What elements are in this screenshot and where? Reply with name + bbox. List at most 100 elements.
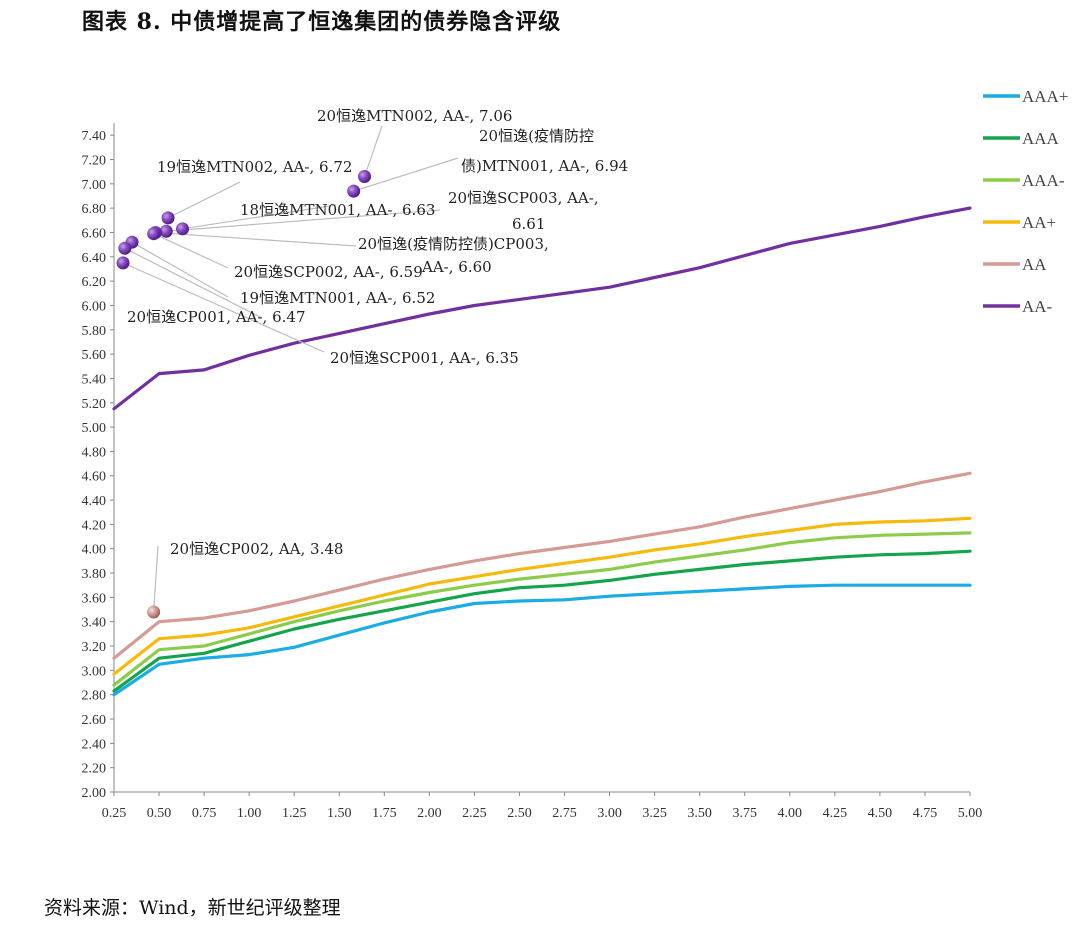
y-tick-label: 2.80 — [82, 689, 107, 704]
annotation-label: 19恒逸MTN001, AA-, 6.52 — [240, 289, 435, 307]
x-tick-label: 2.00 — [417, 806, 442, 821]
x-tick-label: 4.50 — [868, 806, 893, 821]
leader-line — [122, 262, 325, 353]
series-line-AAA+ — [112, 583, 972, 697]
x-tick-label: 3.25 — [642, 806, 667, 821]
axes: 2.00 2.20 2.40 2.60 2.80 3.00 3.20 3.40 3.60 3.80… — [82, 123, 983, 821]
leader-line — [153, 233, 229, 269]
leader-line — [124, 247, 263, 319]
leader-line — [167, 181, 241, 219]
y-tick-label: 2.40 — [82, 737, 107, 752]
y-tick-label: 6.80 — [82, 202, 107, 217]
y-tick-label: 2.00 — [82, 786, 107, 801]
y-tick-label: 4.20 — [82, 518, 107, 533]
annotation-label: 20恒逸CP001, AA-, 6.47 — [127, 308, 306, 326]
annotation-point — [347, 184, 361, 198]
annotation-label: 20恒逸(疫情防控债)CP003, — [358, 235, 549, 253]
legend-label: AAA- — [1022, 171, 1065, 190]
legend-label: AAA+ — [1022, 87, 1068, 106]
annotation-label: AA-, 6.60 — [421, 258, 492, 276]
y-tick-label: 5.60 — [82, 348, 107, 363]
leader-line — [155, 231, 357, 247]
y-tick-label: 3.20 — [82, 640, 107, 655]
leader-line — [153, 545, 159, 613]
x-tick-label: 2.75 — [552, 806, 577, 821]
legend-label: AAA — [1022, 129, 1060, 148]
x-tick-label: 0.75 — [192, 806, 217, 821]
x-tick-label: 0.50 — [147, 806, 172, 821]
annotation-leaders — [122, 125, 459, 613]
annotation-point — [357, 170, 371, 184]
leader-line — [353, 157, 459, 192]
annotation-point — [118, 241, 132, 255]
series-line-AAA — [112, 549, 972, 693]
x-tick-label: 4.75 — [913, 806, 938, 821]
leader-line — [182, 204, 337, 230]
source-note: 资料来源：Wind，新世纪评级整理 — [44, 897, 341, 919]
y-tick-label: 5.40 — [82, 372, 107, 387]
x-tick-label: 1.50 — [327, 806, 352, 821]
y-tick-label: 3.60 — [82, 591, 107, 606]
annotation-label: 6.61 — [512, 215, 545, 233]
y-tick-label: 6.20 — [82, 275, 107, 290]
x-tick-label: 2.25 — [462, 806, 487, 821]
annotation-label: 债)MTN001, AA-, 6.94 — [461, 157, 628, 175]
y-tick-label: 2.60 — [82, 713, 107, 728]
x-tick-label: 3.00 — [597, 806, 622, 821]
annotation-label: 19恒逸MTN002, AA-, 6.72 — [157, 158, 352, 176]
x-tick-label: 2.50 — [507, 806, 532, 821]
y-tick-label: 6.60 — [82, 226, 107, 241]
x-tick-label: 4.00 — [778, 806, 803, 821]
leader-line — [166, 209, 441, 232]
annotation-points — [116, 170, 371, 619]
annotation-label: 20恒逸SCP001, AA-, 6.35 — [330, 349, 519, 367]
annotation-point — [159, 224, 173, 238]
annotation-label: 20恒逸SCP002, AA-, 6.59 — [234, 263, 423, 281]
annotation-point — [147, 605, 161, 619]
annotation-label: 20恒逸(疫情防控 — [479, 127, 594, 145]
y-tick-label: 4.80 — [82, 445, 107, 460]
y-tick-label: 3.80 — [82, 567, 107, 582]
legend-label: AA+ — [1022, 213, 1056, 232]
y-tick-label: 5.80 — [82, 324, 107, 339]
y-tick-label: 6.00 — [82, 299, 107, 314]
annotation-point — [147, 227, 161, 241]
legend-label: AA — [1022, 255, 1047, 274]
annotation-point — [175, 222, 189, 236]
annotation-label: 20恒逸CP002, AA, 3.48 — [170, 540, 343, 558]
x-tick-label: 3.50 — [687, 806, 712, 821]
x-tick-label: 3.75 — [732, 806, 757, 821]
figure-title: 图表 8. 中债增提高了恒逸集团的债券隐含评级 — [82, 9, 562, 35]
y-tick-label: 5.20 — [82, 397, 107, 412]
leader-line — [363, 125, 383, 177]
x-tick-label: 0.25 — [102, 806, 127, 821]
annotation-label: 18恒逸MTN001, AA-, 6.63 — [240, 201, 435, 219]
x-tick-label: 4.25 — [823, 806, 848, 821]
annotation-label: 20恒逸MTN002, AA-, 7.06 — [317, 107, 512, 125]
y-tick-label: 5.00 — [82, 421, 107, 436]
series-line-AA- — [112, 206, 972, 411]
y-tick-label: 2.20 — [82, 762, 107, 777]
y-tick-label: 7.40 — [82, 129, 107, 144]
y-tick-label: 7.00 — [82, 178, 107, 193]
y-tick-label: 7.20 — [82, 153, 107, 168]
y-tick-label: 4.40 — [82, 494, 107, 509]
annotation-labels: 20恒逸MTN002, AA-, 7.06 20恒逸(疫情防控债)MTN001, … — [127, 107, 628, 558]
leader-line — [131, 241, 229, 298]
x-tick-label: 1.25 — [282, 806, 307, 821]
x-tick-label: 5.00 — [958, 806, 983, 821]
legend: AAA+ AAA AAA- AA+ AA AA- — [983, 87, 1068, 316]
x-tick-label: 1.00 — [237, 806, 262, 821]
y-tick-label: 4.60 — [82, 470, 107, 485]
series-line-AA — [112, 471, 972, 660]
series-line-AAA- — [112, 531, 972, 687]
x-tick-label: 1.75 — [372, 806, 397, 821]
annotation-label: 20恒逸SCP003, AA-, — [448, 189, 599, 207]
annotation-point — [116, 256, 130, 270]
series-layer — [112, 206, 972, 697]
legend-label: AA- — [1022, 297, 1053, 316]
y-tick-label: 3.40 — [82, 616, 107, 631]
annotation-point — [161, 211, 175, 225]
y-tick-label: 6.40 — [82, 251, 107, 266]
